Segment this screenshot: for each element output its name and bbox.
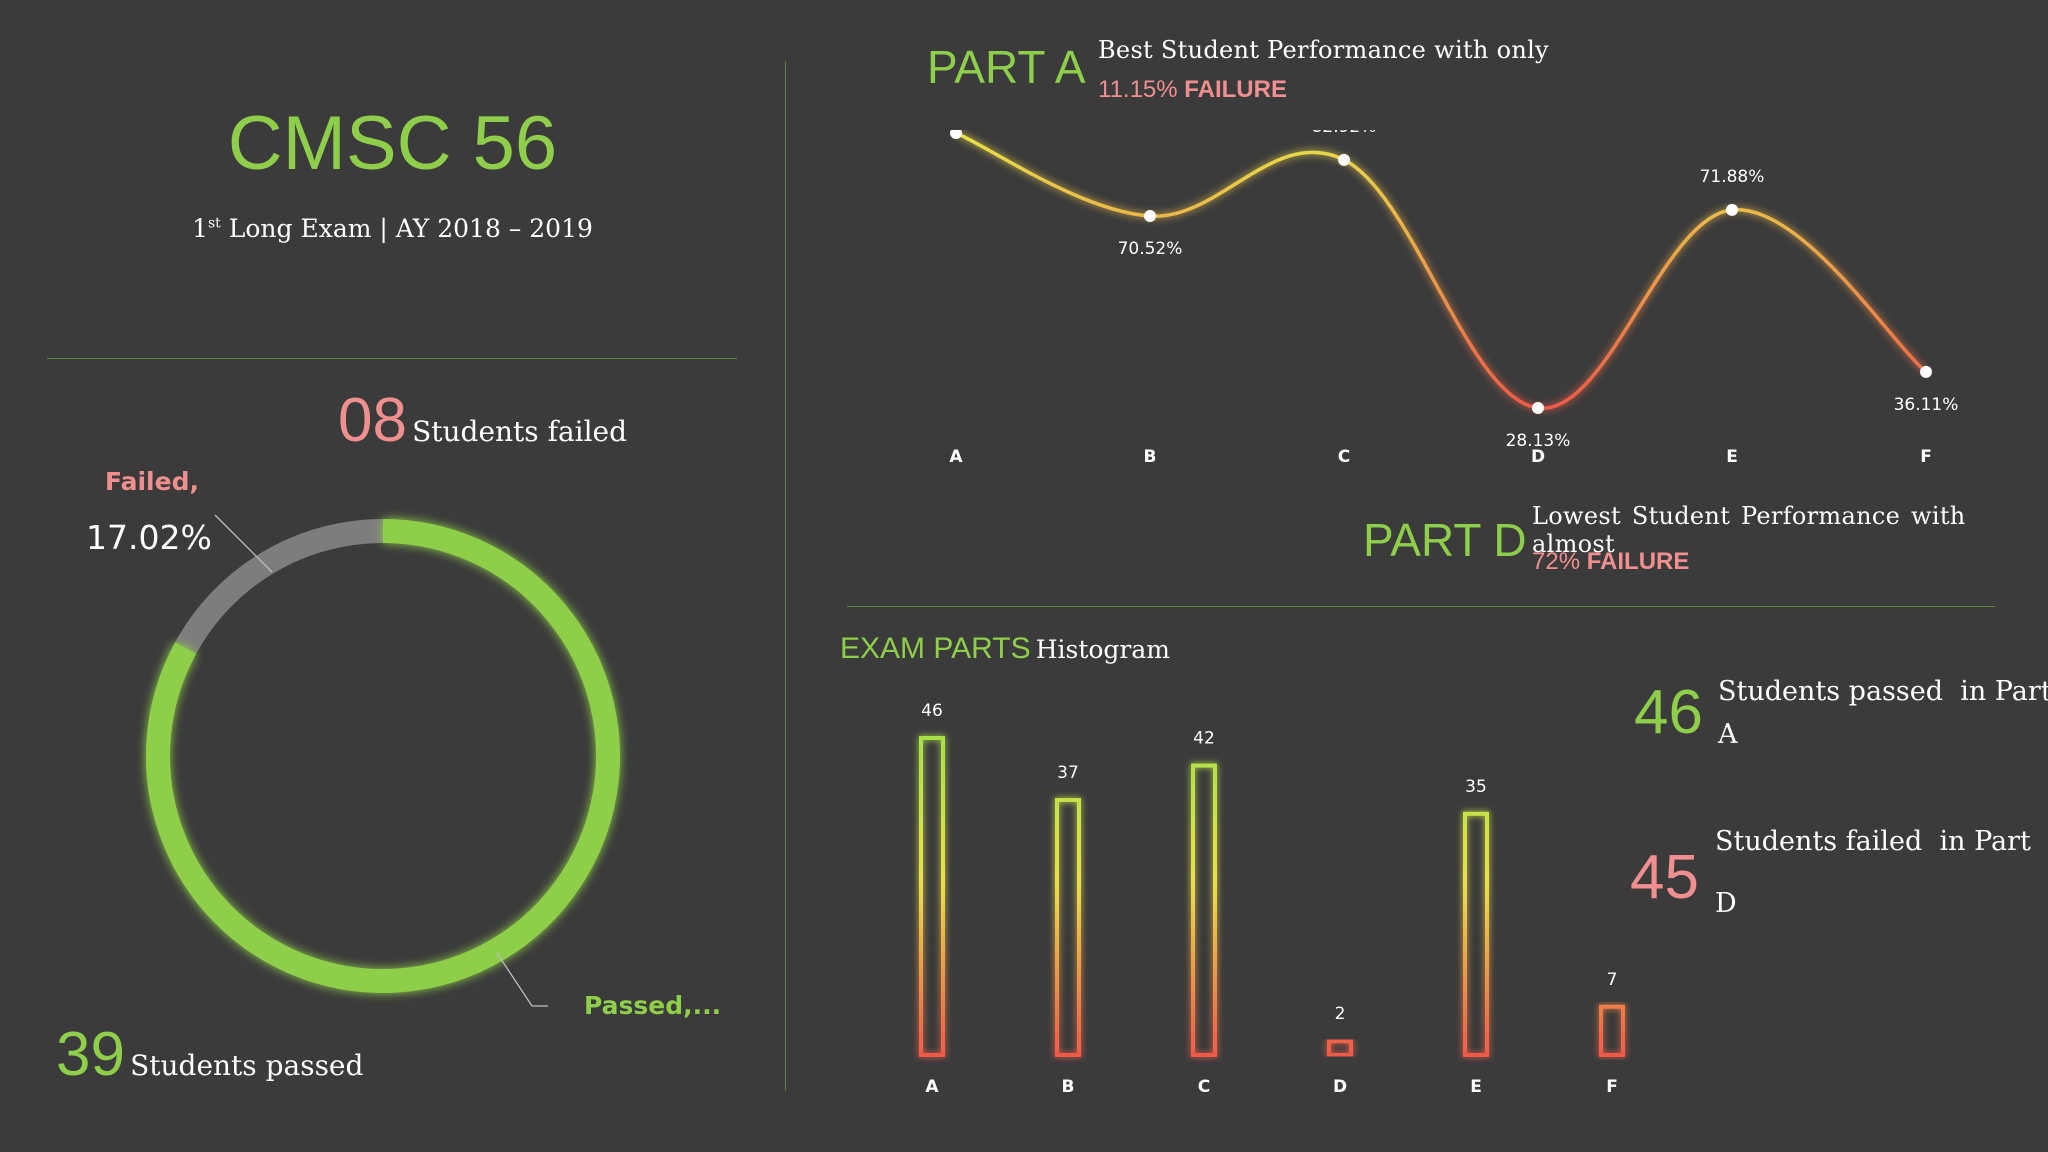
histogram-x-tick-c: C: [1198, 1077, 1210, 1097]
histogram-bar-c: [1191, 763, 1217, 1057]
line-point-d: [1532, 402, 1544, 414]
stat-passed-number: 46: [1634, 678, 1703, 747]
bar-chart: 46 A 37 B 42 C 2 D 35 E 7 F: [919, 701, 1625, 1097]
line-x-tick-b: B: [1144, 447, 1157, 467]
histogram-subtitle: Histogram: [1035, 635, 1170, 664]
donut-segment-passed: [146, 519, 620, 993]
passed-label: Passed,...: [584, 991, 721, 1020]
passed-leader-line: [496, 952, 533, 1007]
donut-chart: Failed, 17.02% Passed,...: [86, 467, 721, 1020]
right-divider: [847, 606, 1995, 607]
histogram-x-tick-a: A: [925, 1077, 939, 1097]
histogram-bar-e: [1463, 811, 1489, 1057]
exam-subtitle: 1st Long Exam | AY 2018 – 2019: [0, 214, 785, 243]
histogram-value-label-c: 42: [1193, 729, 1215, 749]
part-a-desc: Best Student Performance with only: [1098, 36, 1549, 64]
passed-count-block: 39 Students passed: [56, 1024, 363, 1086]
histogram-title: EXAM PARTS: [840, 632, 1031, 665]
exam-subtitle-rest: Long Exam | AY 2018 – 2019: [228, 214, 593, 243]
histogram-bar-b: [1055, 798, 1081, 1057]
part-d-failure: 72% FAILURE: [1532, 548, 1689, 576]
passed-caption: Students passed: [130, 1049, 364, 1082]
part-d-fail-pct: 72%: [1532, 548, 1581, 575]
histogram-value-label-e: 35: [1465, 777, 1487, 797]
line-data-label-c: 82.92%: [1312, 130, 1377, 137]
failed-label: Failed,: [105, 467, 199, 496]
histogram-value-label-f: 7: [1607, 970, 1618, 990]
histogram-bar-f: [1599, 1004, 1625, 1057]
failed-caption: Students failed: [412, 415, 628, 448]
stat-passed-text: Students passed in Part A: [1718, 670, 2048, 756]
part-a-failure: 11.15% FAILURE: [1098, 76, 1287, 104]
line-x-tick-a: A: [949, 447, 963, 467]
stat-passed-line-1: Students passed in Part: [1718, 676, 2048, 707]
histogram-bar-a: [919, 736, 945, 1057]
line-point-e: [1726, 203, 1738, 216]
histogram-x-tick-e: E: [1470, 1077, 1482, 1097]
line-data-label-b: 70.52%: [1118, 239, 1183, 259]
line-x-tick-f: F: [1920, 447, 1932, 467]
histogram-value-label-a: 46: [921, 701, 943, 721]
line-data-label-d: 28.13%: [1506, 431, 1571, 451]
histogram-x-tick-d: D: [1333, 1077, 1347, 1097]
stat-failed-number: 45: [1630, 843, 1699, 912]
part-a-fail-word: FAILURE: [1184, 76, 1287, 103]
left-divider: [47, 358, 737, 359]
line-data-label-f: 36.11%: [1894, 395, 1959, 415]
part-a-title: PART A: [927, 41, 1086, 93]
passed-count: 39: [56, 1020, 125, 1089]
line-chart: 88.85%A70.52%B82.92%C28.13%D71.88%E36.11…: [949, 130, 1959, 467]
donut-segment-failed: [175, 519, 384, 654]
center-divider: [785, 62, 786, 1090]
line-data-label-e: 71.88%: [1700, 167, 1765, 187]
part-d-fail-word: FAILURE: [1586, 548, 1690, 575]
failed-leader-line: [214, 514, 273, 573]
stat-passed-line-2: A: [1718, 719, 1738, 751]
line-x-tick-c: C: [1338, 447, 1350, 467]
line-series: [955, 131, 1928, 410]
histogram-x-tick-b: B: [1062, 1077, 1075, 1097]
failed-pct: 17.02%: [86, 518, 212, 557]
line-x-tick-d: D: [1531, 447, 1545, 467]
stat-failed-line-1: Students failed in Part: [1715, 826, 2031, 857]
exam-ordinal: 1: [192, 214, 208, 243]
histogram-value-label-d: 2: [1335, 1004, 1346, 1024]
failed-count-block: 08 Students failed: [338, 390, 627, 452]
stat-failed-text: Students failed in Part D: [1715, 823, 2031, 923]
part-d-title: PART D: [1363, 514, 1527, 566]
exam-ordinal-suffix: st: [208, 215, 221, 232]
line-point-a: [950, 130, 962, 139]
line-x-tick-e: E: [1726, 447, 1738, 467]
course-title: CMSC 56: [227, 101, 558, 186]
part-a-fail-pct: 11.15%: [1098, 76, 1178, 103]
part-d-desc: Lowest Student Performance with almost: [1532, 502, 1966, 558]
line-point-b: [1144, 210, 1156, 223]
histogram-x-tick-f: F: [1606, 1077, 1618, 1097]
failed-count: 08: [338, 386, 407, 455]
line-point-c: [1338, 153, 1350, 166]
line-point-f: [1920, 365, 1932, 378]
histogram-heading: EXAM PARTS Histogram: [840, 632, 1170, 666]
histogram-value-label-b: 37: [1057, 763, 1079, 783]
histogram-bar-d: [1327, 1039, 1353, 1057]
stat-failed-line-2: D: [1715, 887, 1737, 919]
